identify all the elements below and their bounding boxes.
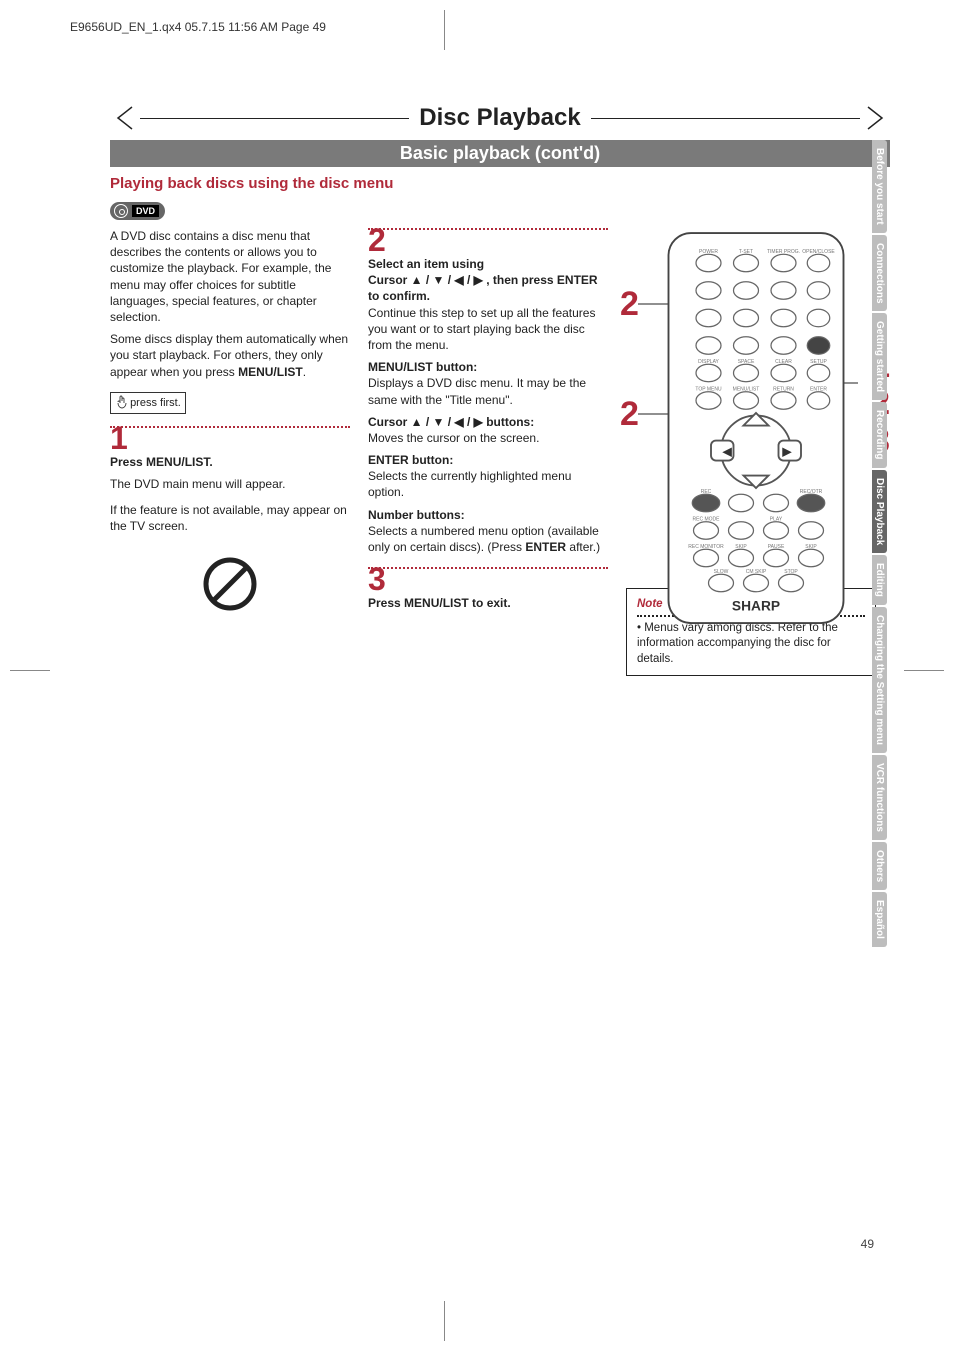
- rule-line: [140, 118, 409, 119]
- column-2: 2 Select an item using Cursor ▲ / ▼ / ◀ …: [368, 228, 608, 676]
- text-bold: ENTER: [525, 540, 566, 554]
- svg-text:TIMER PROG.: TIMER PROG.: [767, 249, 800, 255]
- intro-paragraph-2: Some discs display them automatically wh…: [110, 331, 350, 380]
- cursor-title: Cursor ▲ / ▼ / ◀ / ▶ buttons:: [368, 414, 608, 430]
- section-tab: Editing: [872, 555, 887, 605]
- step-1-number: 1: [110, 422, 350, 454]
- section-tab: Before you start: [872, 140, 887, 233]
- svg-text:PLAY: PLAY: [770, 517, 783, 523]
- crop-mark: [10, 670, 50, 671]
- svg-text:SLOW: SLOW: [714, 569, 729, 575]
- step-1-title: Press MENU/LIST.: [110, 454, 350, 470]
- chevron-right-icon: [860, 103, 890, 133]
- crop-mark: [444, 10, 445, 50]
- step-1-body: The DVD main menu will appear.: [110, 476, 350, 492]
- section-heading: Playing back discs using the disc menu: [110, 175, 890, 192]
- svg-text:REC MONITOR: REC MONITOR: [688, 544, 724, 550]
- svg-text:SKIP: SKIP: [735, 544, 747, 550]
- svg-text:◀: ◀: [722, 445, 732, 459]
- cursor-body: Moves the cursor on the screen.: [368, 430, 608, 446]
- dvd-label: DVD: [132, 205, 159, 217]
- svg-text:DISPLAY: DISPLAY: [698, 359, 719, 365]
- svg-text:T-SET: T-SET: [739, 249, 753, 255]
- svg-text:POWER: POWER: [699, 249, 718, 255]
- enter-title: ENTER button:: [368, 452, 608, 468]
- chevron-left-icon: [110, 103, 140, 133]
- svg-text:SPACE: SPACE: [738, 359, 755, 365]
- step-3-number: 3: [368, 563, 608, 595]
- dvd-video-badge: DVD: [110, 202, 165, 220]
- enter-body: Selects the currently highlighted menu o…: [368, 468, 608, 500]
- intro-paragraph-1: A DVD disc contains a disc menu that des…: [110, 228, 350, 325]
- menulist-title: MENU/LIST button:: [368, 359, 608, 375]
- remote-diagram: 2 2 1 2 3: [626, 228, 876, 558]
- rule-line: [591, 118, 860, 119]
- section-tab: Recording: [872, 402, 887, 467]
- number-body: Selects a numbered menu option (availabl…: [368, 523, 608, 555]
- svg-text:SKIP: SKIP: [805, 544, 817, 550]
- section-tab: VCR functions: [872, 755, 887, 840]
- svg-text:TOP MENU: TOP MENU: [695, 387, 722, 393]
- text: .: [303, 365, 306, 379]
- section-tabs: Before you start ConnectionsGetting start…: [872, 140, 890, 949]
- svg-text:CM SKIP: CM SKIP: [746, 569, 767, 575]
- source-file-header: E9656UD_EN_1.qx4 05.7.15 11:56 AM Page 4…: [70, 20, 326, 34]
- svg-text:REC MODE: REC MODE: [693, 517, 721, 523]
- section-tab: Connections: [872, 235, 887, 312]
- svg-text:OPEN/CLOSE: OPEN/CLOSE: [802, 249, 835, 255]
- page-title: Disc Playback: [409, 104, 590, 132]
- menulist-body: Displays a DVD disc menu. It may be the …: [368, 375, 608, 407]
- press-first-text: press first.: [130, 397, 181, 409]
- subtitle-band: Basic playback (cont'd): [110, 140, 890, 167]
- remote-brand-text: SHARP: [732, 599, 780, 614]
- step-3-title: Press MENU/LIST to exit.: [368, 595, 608, 611]
- svg-text:MENU/LIST: MENU/LIST: [733, 387, 760, 393]
- text-bold: MENU/LIST: [238, 365, 303, 379]
- page-number: 49: [861, 1237, 874, 1251]
- svg-text:SETUP: SETUP: [810, 359, 827, 365]
- step-2-line1: Select an item using: [368, 256, 608, 272]
- section-tab: Disc Playback: [872, 470, 887, 553]
- remote-control-icon: ◀ ▶ SHARP POWER T-SET TIMER PROG.OPEN/CLOS…: [656, 228, 856, 628]
- svg-text:CLEAR: CLEAR: [775, 359, 792, 365]
- svg-text:PAUSE: PAUSE: [768, 544, 785, 550]
- step-1-note: If the feature is not available, may app…: [110, 502, 350, 534]
- crop-mark: [444, 1301, 445, 1341]
- text: Some discs display them automatically wh…: [110, 332, 348, 378]
- section-tab: Español: [872, 892, 887, 947]
- content-columns: A DVD disc contains a disc menu that des…: [110, 228, 890, 676]
- svg-text:▶: ▶: [782, 445, 792, 459]
- column-1: A DVD disc contains a disc menu that des…: [110, 228, 350, 676]
- section-tab: Others: [872, 842, 887, 890]
- svg-text:REC: REC: [701, 489, 712, 495]
- disc-icon: [114, 204, 128, 218]
- step-2-line2: Cursor ▲ / ▼ / ◀ / ▶ , then press ENTER …: [368, 272, 608, 304]
- section-tab: Changing the Setting menu: [872, 607, 887, 753]
- crop-mark: [904, 670, 944, 671]
- dvd-label-text: DVD: [136, 206, 155, 216]
- svg-text:RETURN: RETURN: [773, 387, 794, 393]
- press-dvd-first-hint: press first.: [110, 392, 186, 414]
- step-2-body: Continue this step to set up all the fea…: [368, 305, 608, 354]
- prohibit-icon: [200, 554, 260, 614]
- page-title-row: Disc Playback: [110, 100, 890, 136]
- section-tab: Getting started: [872, 313, 887, 400]
- text: after.): [566, 540, 600, 554]
- number-title: Number buttons:: [368, 507, 608, 523]
- column-3: 2 2 1 2 3: [626, 228, 876, 676]
- svg-text:STOP: STOP: [784, 569, 798, 575]
- step-2-number: 2: [368, 224, 608, 256]
- page-content: Disc Playback Basic playback (cont'd) Pl…: [110, 100, 890, 676]
- hand-icon: [115, 395, 127, 409]
- svg-text:REC/OTR: REC/OTR: [800, 489, 823, 495]
- svg-text:ENTER: ENTER: [810, 387, 827, 393]
